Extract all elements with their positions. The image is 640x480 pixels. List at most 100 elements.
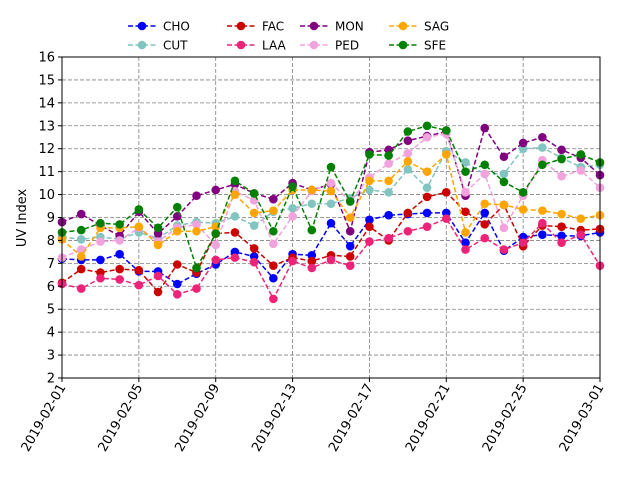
- legend-label: CHO: [163, 20, 190, 34]
- legend-label: FAC: [262, 20, 284, 34]
- data-point-sag: [518, 205, 528, 214]
- data-point-cut: [403, 165, 413, 174]
- data-point-sag: [192, 226, 201, 236]
- data-point-sfe: [249, 189, 259, 198]
- data-point-sag: [230, 190, 240, 199]
- y-tick-label: 3: [47, 349, 55, 364]
- data-point-sag: [211, 222, 221, 231]
- data-point-ped: [326, 178, 336, 188]
- data-point-fac: [307, 256, 317, 266]
- legend: CHO CUT FAC LAA MON PED SAG SFE: [128, 20, 449, 53]
- data-point-laa: [422, 222, 432, 231]
- y-axis-ticks: 2 3 4 5 6 7 8 9 10 11 12 13 14 15 16: [38, 51, 62, 387]
- data-point-laa: [480, 233, 490, 243]
- data-point-ped: [115, 236, 124, 245]
- data-point-laa: [365, 237, 374, 246]
- data-point-fac: [365, 222, 374, 231]
- data-point-fac: [115, 264, 124, 274]
- data-point-sfe: [557, 154, 566, 164]
- data-point-sag: [76, 252, 86, 261]
- data-point-mon: [192, 191, 201, 201]
- data-point-sag: [134, 222, 144, 231]
- data-point-sfe: [403, 127, 413, 136]
- data-point-sag: [403, 157, 413, 166]
- data-point-ped: [576, 166, 586, 175]
- legend-swatch-marker: [309, 40, 319, 50]
- data-point-sag: [576, 214, 586, 223]
- data-point-sfe: [441, 126, 451, 135]
- data-point-laa: [557, 238, 566, 248]
- data-point-mon: [172, 212, 182, 221]
- data-point-ped: [557, 171, 566, 181]
- legend-swatch-marker: [137, 40, 147, 50]
- data-point-laa: [230, 253, 240, 262]
- legend-item-cho: CHO: [128, 20, 190, 34]
- legend-item-sag: SAG: [389, 20, 449, 34]
- legend-label: PED: [335, 39, 359, 53]
- data-point-sfe: [480, 160, 490, 170]
- y-tick-label: 11: [38, 165, 55, 180]
- y-axis-label: UV Index: [15, 189, 30, 248]
- data-point-cut: [230, 212, 240, 221]
- data-point-fac: [403, 208, 413, 218]
- data-point-sfe: [576, 150, 586, 159]
- data-point-ped: [76, 245, 86, 254]
- series-sag: [57, 150, 605, 261]
- data-point-laa: [461, 245, 470, 254]
- data-point-sfe: [115, 220, 124, 229]
- data-point-fac: [461, 207, 470, 217]
- y-tick-label: 6: [47, 280, 55, 295]
- data-point-mon: [403, 136, 413, 145]
- data-point-cho: [172, 279, 182, 289]
- x-tick-label: 2019-02-13: [249, 382, 300, 455]
- x-axis-ticks: 2019-02-01 2019-02-05 2019-02-09 2019-02-13…: [19, 378, 607, 455]
- legend-label: SAG: [424, 20, 449, 34]
- data-point-ped: [192, 220, 201, 229]
- x-tick-label: 2019-02-17: [326, 382, 377, 455]
- data-point-ped: [499, 223, 509, 233]
- data-point-laa: [96, 273, 105, 283]
- data-point-fac: [134, 265, 144, 275]
- x-tick-label: 2019-02-01: [19, 382, 70, 455]
- data-point-sfe: [422, 121, 432, 131]
- legend-label: SFE: [424, 39, 446, 53]
- data-point-fac: [441, 187, 451, 197]
- data-point-mon: [499, 152, 509, 162]
- y-tick-label: 13: [38, 119, 55, 134]
- data-point-sag: [269, 206, 278, 215]
- data-point-laa: [288, 256, 297, 266]
- data-point-laa: [576, 230, 586, 239]
- data-point-sfe: [153, 223, 163, 233]
- y-tick-label: 9: [47, 211, 55, 226]
- data-point-sfe: [269, 226, 278, 236]
- data-point-laa: [326, 255, 336, 265]
- data-point-cut: [461, 158, 470, 167]
- data-point-cho: [557, 231, 566, 241]
- data-point-laa: [76, 284, 86, 293]
- data-point-mon: [76, 209, 86, 219]
- data-point-fac: [249, 244, 259, 253]
- data-point-fac: [422, 192, 432, 202]
- data-point-sag: [153, 240, 163, 250]
- data-point-cho: [384, 210, 393, 220]
- legend-label: CUT: [163, 39, 188, 53]
- data-point-sag: [307, 185, 317, 195]
- data-point-cut: [249, 221, 259, 230]
- data-point-fac: [345, 252, 355, 261]
- legend-item-laa: LAA: [227, 39, 287, 53]
- data-point-cut: [365, 185, 374, 195]
- data-point-sfe: [365, 150, 374, 159]
- data-point-ped: [422, 132, 432, 142]
- data-point-sag: [461, 228, 470, 237]
- data-point-laa: [345, 261, 355, 270]
- data-point-cho: [538, 230, 547, 239]
- data-point-cut: [384, 187, 393, 197]
- data-point-sfe: [230, 176, 240, 186]
- series-layer: [57, 121, 605, 304]
- legend-item-mon: MON: [300, 20, 364, 34]
- grid: [61, 56, 601, 379]
- y-tick-label: 15: [38, 73, 55, 88]
- legend-item-fac: FAC: [227, 20, 284, 34]
- data-point-cut: [307, 199, 317, 209]
